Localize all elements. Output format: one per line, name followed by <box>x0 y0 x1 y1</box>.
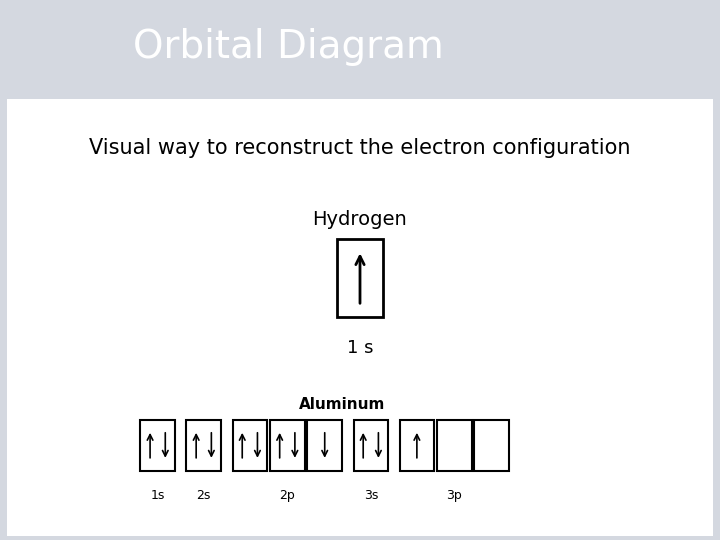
Bar <box>126 389 572 522</box>
Text: 2p: 2p <box>279 489 295 502</box>
Bar <box>354 420 388 471</box>
Bar <box>437 420 472 471</box>
Bar <box>474 420 509 471</box>
Text: Visual way to reconstruct the electron configuration: Visual way to reconstruct the electron c… <box>89 138 631 158</box>
Bar <box>307 420 342 471</box>
Bar <box>186 420 221 471</box>
Text: 3p: 3p <box>446 489 462 502</box>
Text: 1s: 1s <box>150 489 165 502</box>
Text: Aluminum: Aluminum <box>299 396 385 411</box>
Text: 2s: 2s <box>197 489 211 502</box>
Text: Orbital Diagram: Orbital Diagram <box>132 28 444 66</box>
Bar <box>140 420 175 471</box>
Text: 3s: 3s <box>364 489 378 502</box>
Bar <box>270 420 305 471</box>
Text: Hydrogen: Hydrogen <box>312 210 408 229</box>
Bar <box>337 239 383 317</box>
Text: 1 s: 1 s <box>347 340 373 357</box>
Bar <box>233 420 267 471</box>
Bar <box>400 420 434 471</box>
